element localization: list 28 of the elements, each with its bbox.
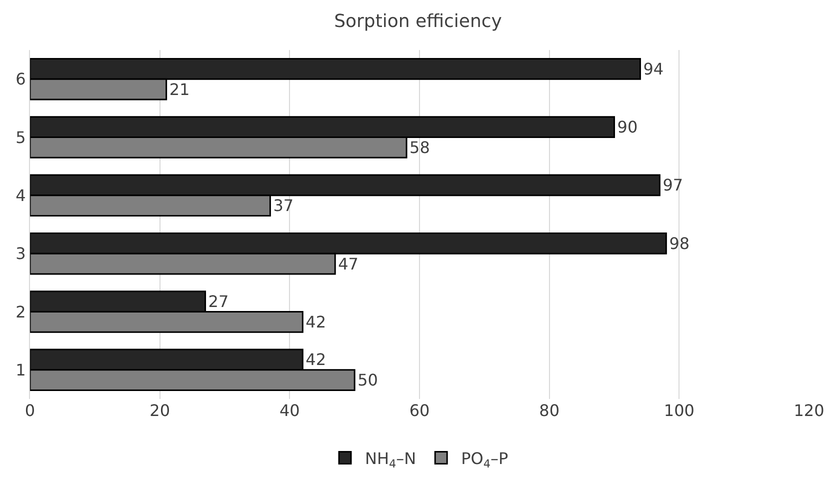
x-tick-label: 80 — [539, 401, 560, 420]
chart-title: Sorption efficiency — [334, 11, 502, 32]
y-tick-label: 3 — [16, 244, 26, 264]
data-label: 47 — [338, 254, 358, 274]
data-label: 94 — [643, 59, 664, 78]
y-tick-label: 1 — [16, 360, 26, 380]
y-tick-label: 5 — [16, 128, 26, 147]
legend-label: PO$_{4}$–P — [461, 449, 508, 470]
data-label: 90 — [617, 118, 638, 137]
x-tick-label: 20 — [150, 401, 170, 420]
data-label: 21 — [169, 80, 190, 99]
legend-label: NH$_{4}$–N — [365, 449, 416, 470]
data-label: 98 — [669, 234, 690, 253]
data-label: 58 — [410, 138, 430, 157]
x-tick-label: 40 — [279, 401, 300, 420]
data-label: 97 — [662, 176, 684, 195]
x-tick-label: 60 — [409, 401, 430, 420]
data-label: 37 — [273, 196, 294, 216]
x-tick-label: 0 — [24, 401, 36, 420]
x-tick-label: 100 — [664, 401, 694, 420]
x-tick-label: 120 — [794, 401, 824, 420]
y-tick-label: 6 — [16, 70, 26, 89]
data-label: 42 — [306, 312, 326, 332]
data-label: 27 — [208, 292, 229, 312]
data-label: 50 — [358, 370, 378, 390]
data-label: 42 — [306, 350, 326, 370]
y-tick-label: 4 — [16, 186, 26, 206]
y-tick-label: 2 — [16, 302, 26, 322]
